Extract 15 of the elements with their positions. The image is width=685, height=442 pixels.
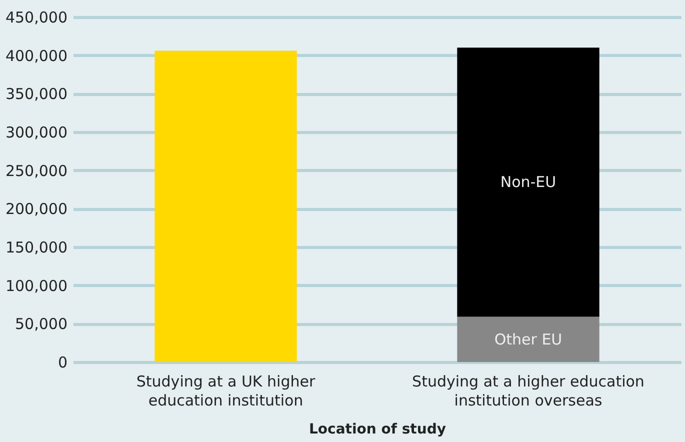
y-tick-label: 300,000 (5, 124, 68, 142)
y-tick-label: 0 (58, 354, 68, 372)
x-tick-label: Studying at a UK higher education institution (136, 372, 316, 410)
y-tick-label: 150,000 (5, 238, 68, 256)
y-tick-label: 450,000 (5, 8, 68, 26)
series-label: Non-EU (500, 173, 556, 192)
y-tick-label: 50,000 (15, 315, 68, 334)
y-tick-label: 400,000 (5, 46, 68, 65)
y-tick-label: 350,000 (5, 85, 68, 104)
y-tick-label: 200,000 (5, 200, 68, 218)
x-axis-title: Location of study (309, 422, 446, 438)
y-tick-label: 100,000 (5, 276, 68, 295)
y-tick-label: 250,000 (5, 162, 68, 180)
series-label: Other EU (494, 330, 562, 348)
x-tick-label: Studying at a higher education institution overseas (412, 372, 644, 410)
